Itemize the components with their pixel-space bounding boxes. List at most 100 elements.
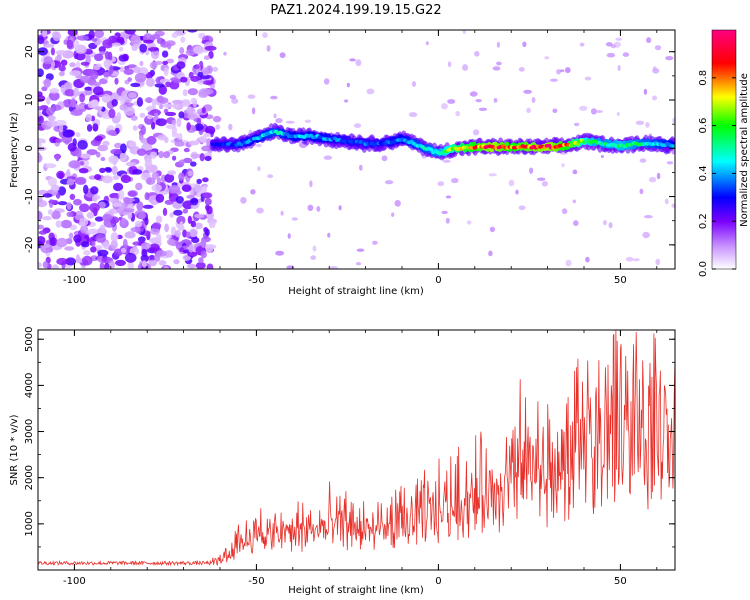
heatmap-cell [615,37,622,41]
heatmap-cell [99,262,105,269]
heatmap-cell [94,216,104,222]
heatmap-cell [585,256,590,263]
heatmap-cell [116,36,125,43]
heatmap-cell [173,209,183,216]
heatmap-cell [87,228,99,235]
heatmap-cell [190,161,197,167]
heatmap-cell [531,97,536,103]
heatmap-cell [151,98,157,109]
heatmap-cell [646,37,652,44]
heatmap-cell [643,88,648,95]
heatmap-cell [38,195,43,203]
heatmap-cell [172,79,182,84]
heatmap-cell [445,195,452,199]
heatmap-cell [203,55,210,60]
heatmap-cell [122,238,128,249]
heatmap-cell [155,118,167,127]
heatmap-cell [135,182,143,191]
x-tick-label: 0 [435,576,441,587]
heatmap-cell [182,89,188,97]
heatmap-cell [69,193,76,200]
heatmap-cell [112,175,120,180]
heatmap-cell [114,142,123,149]
heatmap-cell [622,52,630,57]
heatmap-cell [75,132,81,138]
heatmap-cell [42,216,52,221]
heatmap-cell [639,188,644,195]
heatmap-cell [125,161,137,167]
heatmap-cell [123,196,130,203]
heatmap-cell [88,30,95,40]
heatmap-cell [177,133,183,141]
heatmap-cell [136,201,144,211]
heatmap-cell [94,53,104,62]
heatmap-cell [46,120,58,128]
heatmap-cell [285,120,295,124]
heatmap-cell [136,97,143,107]
heatmap-cell [176,61,186,69]
heatmap-cell [204,155,212,161]
heatmap-cell [108,197,119,203]
heatmap-cell [349,58,356,62]
heatmap-cell [38,115,44,124]
heatmap-cell [91,240,96,247]
heatmap-cell [144,192,150,201]
heatmap-cell [127,77,132,82]
heatmap-cell [474,51,480,57]
heatmap-cell [94,30,105,39]
heatmap-cell [565,259,572,267]
heatmap-cell [38,224,44,230]
heatmap-cell [194,213,205,219]
heatmap-cell [175,196,184,204]
heatmap-cell [46,96,51,105]
heatmap-cell [133,66,141,74]
heatmap-cell [478,107,488,112]
heatmap-cell [114,77,119,85]
heatmap-cell [56,257,68,266]
heatmap-cell [267,174,274,179]
heatmap-cell [144,97,154,103]
heatmap-cell [492,66,501,71]
heatmap-cell [381,155,388,162]
heatmap-cell [139,60,144,67]
heatmap-cell [116,112,122,122]
heatmap-cell [81,255,93,266]
heatmap-cell [166,234,172,239]
heatmap-cell [179,47,185,55]
heatmap-cell [109,92,120,102]
heatmap-cell [199,153,205,162]
heatmap-cell [94,174,102,180]
heatmap-cell [89,81,102,87]
heatmap-cell [156,250,167,257]
heatmap-cell [642,231,650,239]
heatmap-cell [75,176,87,185]
heatmap-cell [472,129,480,136]
heatmap-cell [212,66,219,72]
heatmap-cell [523,89,532,94]
heatmap-cell [171,132,179,138]
colorbar: 0.0 0.2 0.4 0.6 0.8 Normalized spectral ampl… [698,29,750,277]
heatmap-cell [38,152,41,162]
heatmap-cell [127,261,135,269]
heatmap-cell [151,171,159,180]
heatmap-cell [58,124,64,133]
heatmap-cell [90,246,97,253]
heatmap-cell [67,30,78,37]
heatmap-cell [38,68,44,77]
heatmap-cell [89,71,99,80]
heatmap-cell [164,223,170,233]
heatmap-cell [366,88,375,95]
heatmap-cell [671,203,675,209]
heatmap-cell [617,65,621,71]
heatmap-cell [166,238,176,246]
colorbar-tick-label: 0.6 [698,118,709,134]
heatmap-cell [665,56,674,61]
heatmap-cell [194,222,203,230]
heatmap-cell [344,99,349,103]
heatmap-cell [193,185,202,192]
heatmap-cell [327,232,331,238]
snr-ticks: -100 -50 0 50 1000 2000 3000 4000 5000 [24,327,675,587]
heatmap-cell [180,76,188,83]
heatmap-cell [41,86,48,92]
heatmap-cell [286,265,295,269]
